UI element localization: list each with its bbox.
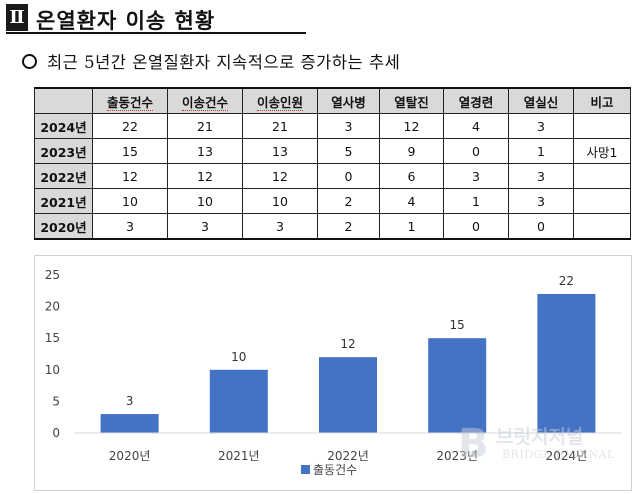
cell-heat-syncope: 0 [508,213,574,240]
cell-heat-cramps: 0 [443,138,509,164]
cell-heat-exhaustion: 9 [379,138,444,164]
cell-heat-syncope: 3 [508,163,574,189]
cell-heatstroke: 2 [317,213,380,240]
table-row: 2023년 15 13 13 5 9 0 1 사망1 [34,138,631,164]
cell-transported-people: 10 [242,188,318,214]
cell-dispatch: 15 [92,138,168,164]
y-tick-label: 15 [45,331,60,345]
cell-dispatch: 3 [92,213,168,240]
chart-svg: 0 5 10 15 20 25 3 2020년 10 2021년 12 2022년 15 2023년 22 2… [45,268,621,477]
cell-heat-cramps: 3 [443,163,509,189]
cell-year: 2020년 [34,213,93,240]
ring-bullet-icon [22,54,37,69]
cell-transported-people: 13 [242,138,318,164]
header-transported-people: 이송인원 [242,87,318,114]
cell-transport: 21 [167,113,243,139]
cell-remarks [573,113,631,139]
watermark: B 브릿지저널 BRIDGE JOURNAL [458,420,634,470]
statistics-table: 출동건수 이송건수 이송인원 열사병 열탈진 열경련 열실신 비고 2024년 2… [34,87,631,240]
header-blank [34,87,93,114]
dispatch-bar-chart: 0 5 10 15 20 25 3 2020년 10 2021년 12 2022년 15 2023년 22 2… [34,255,632,491]
watermark-subtext: BRIDGE JOURNAL [502,448,615,461]
bar [319,357,377,433]
x-tick-label: 2021년 [218,449,260,463]
cell-transport: 12 [167,163,243,189]
cell-year: 2023년 [34,138,93,164]
data-label: 22 [559,274,574,288]
cell-remarks [573,213,631,240]
y-tick-label: 5 [52,394,60,408]
bar [428,338,487,433]
table-row: 2020년 3 3 3 2 1 0 0 [34,213,631,240]
cell-heatstroke: 2 [317,188,380,214]
data-label: 12 [340,337,355,351]
cell-heat-syncope: 3 [508,188,574,214]
section-number: Ⅱ [6,4,28,31]
y-tick-label: 10 [45,363,60,377]
cell-remarks [573,163,631,189]
header-transport: 이송건수 [167,87,243,114]
summary-text: 최근 5년간 온열질환자 지속적으로 증가하는 추세 [47,53,401,72]
legend-swatch [301,465,310,474]
cell-remarks: 사망1 [573,138,631,164]
cell-heat-syncope: 1 [508,138,574,164]
summary-bullet: 최근 5년간 온열질환자 지속적으로 증가하는 추세 [22,49,401,72]
y-tick-label: 0 [52,426,60,440]
y-tick-label: 25 [45,268,60,282]
table-row: 2024년 22 21 21 3 12 4 3 [34,113,631,139]
x-tick-label: 2023년 [436,449,478,463]
watermark-text: 브릿지저널 [496,426,584,448]
table-row: 2021년 10 10 10 2 4 1 3 [34,188,631,214]
cell-heat-syncope: 3 [508,113,574,139]
table-header-row: 출동건수 이송건수 이송인원 열사병 열탈진 열경련 열실신 비고 [34,87,631,114]
title-underline [6,32,306,34]
cell-heatstroke: 0 [317,163,380,189]
cell-transported-people: 3 [242,213,318,240]
header-remarks: 비고 [573,87,631,114]
bar [537,293,596,433]
watermark-logo: B [458,421,489,467]
cell-heat-exhaustion: 4 [379,188,444,214]
x-tick-label: 2020년 [109,449,151,463]
legend-label: 출동건수 [313,463,357,477]
cell-heatstroke: 5 [317,138,380,164]
cell-year: 2021년 [34,188,93,214]
cell-year: 2024년 [34,113,93,139]
cell-transported-people: 21 [242,113,318,139]
data-label: 3 [126,394,134,408]
section-title: 온열환자 이송 현황 [36,9,216,33]
cell-dispatch: 10 [92,188,168,214]
cell-transport: 3 [167,213,243,240]
cell-year: 2022년 [34,163,93,189]
cell-transport: 10 [167,188,243,214]
header-heat-exhaustion: 열탈진 [379,87,444,114]
data-label: 10 [231,350,246,364]
cell-heatstroke: 3 [317,113,380,139]
header-dispatch: 출동건수 [92,87,168,114]
bar [209,369,268,433]
cell-heat-cramps: 0 [443,213,509,240]
cell-dispatch: 12 [92,163,168,189]
cell-heat-exhaustion: 6 [379,163,444,189]
cell-dispatch: 22 [92,113,168,139]
cell-transport: 13 [167,138,243,164]
table-row: 2022년 12 12 12 0 6 3 3 [34,163,631,189]
x-tick-label: 2024년 [546,449,588,463]
header-heatstroke: 열사병 [317,87,380,114]
cell-transported-people: 12 [242,163,318,189]
cell-heat-cramps: 1 [443,188,509,214]
bar [100,414,159,433]
y-tick-label: 20 [45,300,60,314]
data-label: 15 [450,318,465,332]
cell-heat-exhaustion: 1 [379,213,444,240]
header-heat-cramps: 열경련 [443,87,509,114]
x-tick-label: 2022년 [327,449,369,463]
cell-remarks [573,188,631,214]
cell-heat-exhaustion: 12 [379,113,444,139]
header-heat-syncope: 열실신 [508,87,574,114]
cell-heat-cramps: 4 [443,113,509,139]
section-heading: Ⅱ 온열환자 이송 현황 [6,4,306,34]
